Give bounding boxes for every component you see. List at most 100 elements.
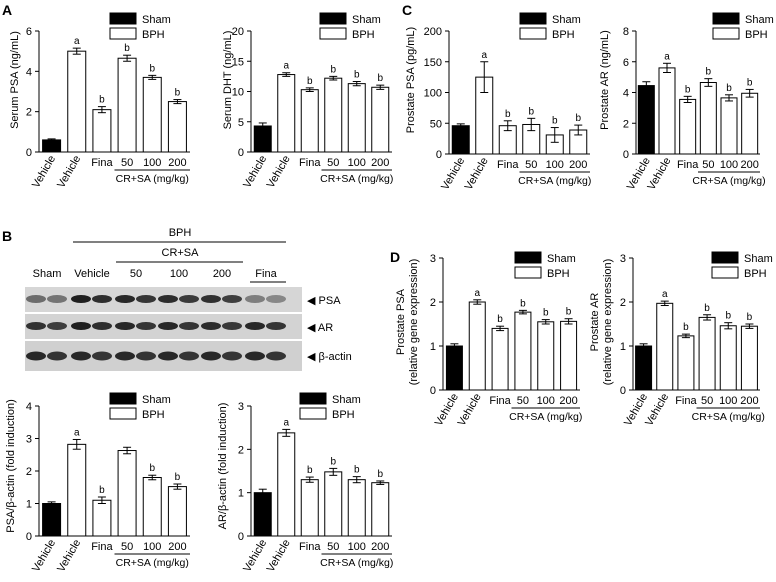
- bar-bph: [537, 321, 555, 391]
- bar-bph: [92, 499, 112, 537]
- bar-bph: [167, 486, 187, 537]
- bar-chart-d2: 0 1 2 3 Prostate AR(relative gene expression…: [589, 251, 773, 428]
- legend-label-sham: Sham: [142, 394, 171, 406]
- x-tick-label: Fina: [299, 541, 321, 553]
- bar-chart-a1: 0 2 4 6 Serum PSA (ng/mL) Vehicle a Vehicle b Fin…: [9, 12, 190, 190]
- panel-label-d: D: [390, 249, 400, 265]
- significance-label: a: [664, 51, 670, 62]
- significance-label: b: [520, 298, 526, 309]
- x-tick-label: Vehicle: [30, 538, 58, 575]
- significance-label: b: [330, 64, 336, 75]
- significance-label: b: [149, 463, 155, 474]
- y-tick-label: 1: [26, 499, 32, 511]
- bar-bph: [142, 477, 162, 537]
- group-axis-label: CR+SA (mg/kg): [320, 173, 393, 185]
- bar-bph: [92, 109, 112, 153]
- bar-bph: [656, 302, 674, 391]
- significance-label: b: [307, 465, 313, 476]
- bar-bph: [167, 101, 187, 153]
- y-tick-label: 10: [232, 87, 244, 99]
- y-tick-label: 3: [238, 401, 244, 413]
- panel-label-b: B: [2, 228, 12, 244]
- x-tick-label: 50: [517, 395, 529, 407]
- y-axis-label: Prostate PSA(relative gene expression): [395, 259, 420, 386]
- blot-band: [266, 322, 286, 330]
- western-blot: BPH CR+SA Sham Vehicle 50 100 200 Fina ◀…: [25, 227, 352, 371]
- significance-label: b: [354, 70, 360, 81]
- y-tick-label: 1: [620, 341, 626, 353]
- x-tick-label: 100: [143, 157, 161, 169]
- blot-bph-label: BPH: [169, 227, 192, 239]
- blot-band: [136, 295, 156, 303]
- legend-swatch-sham: [299, 392, 327, 405]
- y-tick-label: 0: [238, 147, 244, 159]
- blot-band: [158, 351, 178, 361]
- x-tick-label: Fina: [91, 157, 113, 169]
- significance-label: b: [747, 77, 753, 88]
- y-tick-label: 4: [623, 88, 629, 100]
- legend-swatch-bph: [711, 266, 739, 279]
- y-tick-label: 0: [238, 531, 244, 543]
- blot-band: [115, 295, 135, 303]
- group-axis-label: CR+SA (mg/kg): [320, 557, 393, 569]
- blot-band: [26, 351, 46, 361]
- bar-bph: [324, 77, 343, 153]
- bar-bph: [347, 83, 366, 153]
- bar-bph: [300, 479, 319, 537]
- y-tick-label: 4: [26, 66, 32, 78]
- blot-band: [115, 351, 135, 361]
- y-tick-label: 150: [424, 57, 442, 69]
- y-axis-label: PSA/β-actin (fold induction): [5, 399, 17, 533]
- blot-band: [92, 295, 112, 303]
- lane-label-vehicle: Vehicle: [74, 268, 109, 280]
- significance-label: b: [566, 307, 572, 318]
- legend-label-sham: Sham: [547, 253, 576, 265]
- legend-label-sham: Sham: [744, 253, 773, 265]
- bar-bph: [371, 86, 390, 153]
- legend-swatch-sham: [519, 12, 547, 25]
- y-axis-label: Serum DHT (ng/mL): [222, 31, 234, 130]
- blot-band: [47, 295, 67, 303]
- x-tick-label: Vehicle: [463, 156, 491, 193]
- y-axis-label: Serum PSA (ng/mL): [9, 31, 21, 129]
- bar-chart-b1: 0 1 2 3 4 PSA/β-actin (fold induction) Vehicle…: [5, 392, 190, 575]
- y-axis-label: AR/β-actin (fold induction): [217, 403, 229, 530]
- x-tick-label: 100: [546, 159, 564, 171]
- x-tick-label: Fina: [677, 159, 699, 171]
- blot-bands: [26, 295, 286, 361]
- blot-band: [245, 351, 265, 361]
- blot-band: [71, 351, 91, 361]
- significance-label: b: [747, 312, 753, 323]
- blot-band: [92, 351, 112, 361]
- bar-bph: [277, 74, 296, 153]
- blot-band: [47, 322, 67, 330]
- y-tick-label: 0: [436, 149, 442, 161]
- blot-band: [222, 322, 242, 330]
- blot-band: [71, 322, 91, 330]
- bar-bph: [658, 67, 676, 155]
- x-tick-label: 200: [559, 395, 577, 407]
- group-axis-label: CR+SA (mg/kg): [692, 411, 765, 423]
- x-tick-label: 100: [720, 159, 738, 171]
- blot-band: [201, 322, 221, 330]
- x-tick-label: 200: [168, 157, 186, 169]
- group-axis-label: CR+SA (mg/kg): [116, 557, 189, 569]
- y-tick-label: 0: [26, 147, 32, 159]
- legend-swatch-bph: [514, 266, 542, 279]
- group-axis-label: CR+SA (mg/kg): [509, 411, 582, 423]
- significance-label: b: [528, 106, 534, 117]
- bar-bph: [371, 482, 390, 537]
- significance-label: b: [725, 311, 731, 322]
- y-tick-label: 2: [26, 466, 32, 478]
- x-tick-label: Fina: [489, 395, 511, 407]
- legend-label-bph: BPH: [745, 29, 768, 41]
- blot-band: [222, 295, 242, 303]
- x-tick-label: 200: [569, 159, 587, 171]
- bar-bph: [741, 92, 759, 155]
- x-tick-label: Fina: [675, 395, 697, 407]
- bar-sham: [635, 345, 653, 391]
- bar-bph: [560, 320, 578, 391]
- bar-bph: [699, 82, 717, 155]
- significance-label: b: [704, 303, 710, 314]
